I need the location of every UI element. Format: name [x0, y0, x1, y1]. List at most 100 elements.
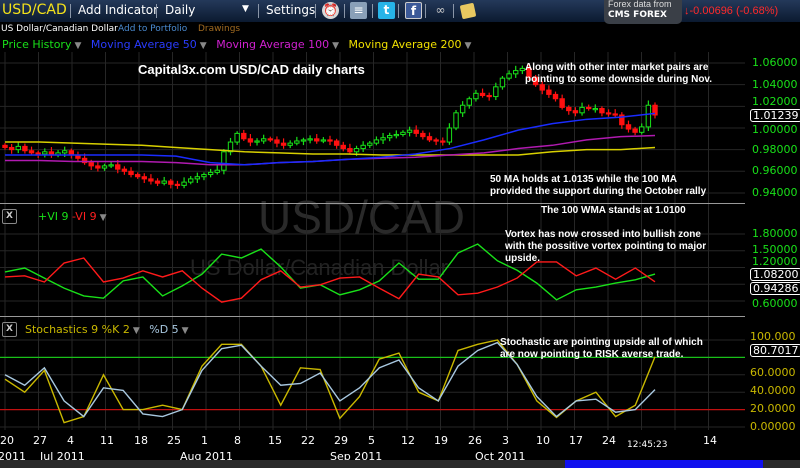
candle-down	[28, 150, 35, 154]
candle-down	[539, 84, 545, 91]
chevron-down-icon[interactable]: ▼	[464, 41, 472, 51]
annotation-line: 50 MA holds at 1.0135 while the 100 MA	[490, 174, 677, 185]
candle-up	[400, 131, 406, 135]
candle-up	[639, 126, 645, 133]
x-tick-day: 18	[134, 434, 148, 447]
candle-down	[546, 89, 552, 95]
candle-down	[141, 176, 147, 180]
binoculars-icon[interactable]: ∞	[435, 3, 446, 17]
chevron-down-icon[interactable]: ▼	[181, 326, 189, 336]
candle-up	[645, 104, 652, 128]
chevron-down-icon[interactable]: ▼	[99, 213, 107, 223]
period-select[interactable]: Daily ▼	[160, 2, 256, 20]
candle-down	[599, 107, 605, 114]
divider	[372, 4, 373, 18]
add-to-portfolio-link[interactable]: Add to Portfolio	[118, 24, 188, 34]
candle-up	[15, 145, 21, 151]
candle-up	[367, 142, 373, 146]
candle-up	[181, 181, 187, 186]
candle-up	[473, 92, 479, 100]
chevron-down-icon[interactable]: ▼	[199, 41, 207, 51]
x-tick-day: 26	[468, 434, 482, 447]
candle-up	[307, 138, 313, 141]
candle-down	[479, 92, 486, 96]
chevron-down-icon[interactable]: ▼	[74, 41, 82, 51]
candle-down	[2, 144, 8, 148]
chevron-down-icon[interactable]: ▼	[132, 326, 140, 336]
candle-down	[552, 93, 559, 100]
candle-up	[221, 151, 227, 171]
vi-tick: 1.50000	[752, 243, 798, 256]
candle-up	[380, 137, 386, 141]
drawings-link[interactable]: Drawings	[198, 24, 241, 34]
annotation-line: with the possitive vortex pointing to ma…	[505, 241, 707, 252]
facebook-icon[interactable]: f	[405, 2, 422, 19]
candle-up	[227, 141, 234, 153]
data-provider-badge[interactable]: Forex data from CMS FOREX	[604, 0, 682, 24]
candle-down	[81, 157, 88, 164]
candle-down	[619, 114, 625, 126]
add-indicator-button[interactable]: Add Indicator	[78, 3, 159, 17]
candle-down	[8, 146, 15, 151]
database-icon[interactable]: ≡	[350, 2, 367, 19]
twitter-icon[interactable]: t	[378, 2, 395, 19]
stoch-current-label: 80.7017	[750, 344, 800, 357]
candle-up	[294, 140, 300, 144]
close-vortex-button[interactable]: X	[2, 209, 17, 224]
candle-down	[115, 164, 121, 170]
annotation-line: provided the support during the October …	[490, 186, 707, 197]
candle-up	[161, 180, 167, 184]
legend-price-history[interactable]: Price History	[2, 38, 72, 51]
candle-down	[605, 112, 612, 115]
divider	[398, 4, 399, 18]
chevron-down-icon[interactable]: ▼	[332, 41, 340, 51]
annotation-line: upside.	[505, 253, 541, 264]
candle-down	[267, 138, 274, 141]
candle-down	[35, 152, 41, 155]
range-navigator-selection[interactable]	[565, 460, 763, 468]
legend-vi-minus[interactable]: -VI 9	[71, 210, 97, 223]
panel-divider[interactable]	[0, 316, 745, 317]
x-tick-day: 19	[434, 434, 448, 447]
alarm-clock-icon[interactable]: ⏰	[322, 2, 339, 19]
candle-up	[506, 73, 512, 79]
candle-down	[280, 142, 287, 146]
candle-down	[333, 140, 340, 146]
candle-up	[499, 77, 506, 88]
settings-button[interactable]: Settings	[266, 3, 316, 17]
range-navigator[interactable]	[0, 460, 800, 468]
candle-up	[234, 132, 240, 143]
candle-down	[652, 104, 658, 116]
divider	[344, 4, 345, 18]
price-tick: 1.06000	[752, 56, 798, 69]
panel-divider[interactable]	[0, 203, 745, 204]
vi-tick: 0.60000	[752, 297, 798, 310]
divider	[70, 4, 71, 18]
annotation-line: The 100 WMA stands at 1.0100	[541, 205, 686, 216]
legend-ma200[interactable]: Moving Average 200	[348, 38, 462, 51]
candle-up	[466, 98, 472, 106]
legend-stoch-k[interactable]: Stochastics 9 %K 2	[25, 323, 130, 336]
divider	[156, 4, 157, 18]
candle-up	[513, 70, 519, 75]
x-tick-day: 20	[0, 434, 14, 447]
symbol-title[interactable]: USD/CAD	[2, 2, 67, 18]
provider-logo: CMS FOREX	[608, 10, 667, 20]
legend-vi-plus[interactable]: +VI 9	[38, 210, 69, 223]
legend-ma50[interactable]: Moving Average 50	[90, 38, 197, 51]
annotation-line: Along with other inter market pairs are	[525, 62, 709, 73]
candle-down	[134, 174, 141, 178]
stoch-tick: 20.0000	[750, 402, 796, 415]
candle-down	[532, 76, 539, 86]
close-stochastic-button[interactable]: X	[2, 322, 17, 337]
x-tick-day: 8	[234, 434, 241, 447]
legend-ma100[interactable]: Moving Average 100	[216, 38, 330, 51]
candle-down	[174, 183, 181, 186]
candle-down	[128, 170, 134, 176]
legend-stoch-d[interactable]: %D 5	[149, 323, 179, 336]
candle-up	[194, 176, 201, 180]
annotation-line: are now pointing to RISK averse trade.	[500, 349, 684, 360]
candle-up	[108, 164, 114, 167]
stoch-tick: 40.0000	[750, 384, 796, 397]
